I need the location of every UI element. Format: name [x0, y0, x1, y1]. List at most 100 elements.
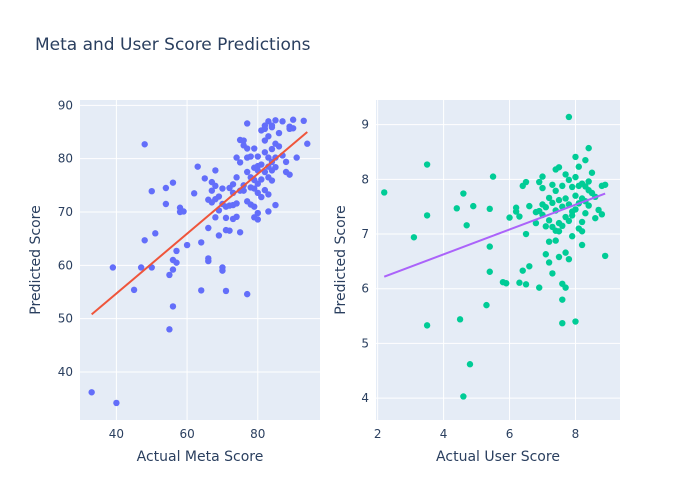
scatter-point-meta [198, 239, 205, 246]
scatter-point-meta [190, 190, 198, 197]
scatter-point-meta [226, 227, 233, 234]
y-tick-label: 4 [361, 391, 369, 405]
scatter-point-user [549, 270, 556, 277]
scatter-point-meta [268, 124, 276, 131]
scatter-point-user [522, 230, 530, 238]
scatter-point-meta [212, 214, 219, 221]
scatter-point-user [526, 202, 533, 210]
scatter-point-user [552, 187, 559, 195]
scatter-point-user [568, 233, 576, 240]
scatter-point-meta [265, 191, 272, 198]
scatter-point-meta [166, 271, 173, 279]
scatter-point-meta [233, 154, 240, 161]
scatter-point-meta [229, 181, 237, 188]
scatter-point-meta [233, 200, 240, 207]
scatter-point-meta [279, 118, 286, 125]
scatter-point-meta [272, 201, 279, 209]
scatter-point-user [549, 199, 556, 207]
scatter-point-meta [141, 237, 148, 244]
scatter-point-user [423, 212, 431, 219]
scatter-point-user [575, 163, 582, 170]
scatter-point-user [545, 238, 553, 245]
scatter-point-meta [272, 164, 279, 171]
regression-line-meta [91, 131, 308, 316]
scatter-point-user [542, 251, 550, 258]
scatter-point-user [572, 192, 579, 199]
scatter-point-meta [243, 168, 251, 176]
scatter-point-meta [272, 117, 279, 124]
x-tick-label: 60 [179, 427, 194, 441]
scatter-point-user [578, 228, 586, 235]
scatter-point-meta [166, 326, 173, 333]
scatter-point-meta [205, 196, 212, 203]
scatter-point-user [565, 176, 573, 184]
scatter-point-user [423, 322, 431, 329]
scatter-point-meta [205, 257, 212, 265]
scatter-point-user [545, 194, 553, 202]
scatter-point-meta [265, 154, 272, 161]
plot-area-meta [80, 100, 320, 420]
scatter-point-meta [243, 290, 251, 298]
x-tick-label: 6 [506, 427, 514, 441]
scatter-point-user [595, 206, 602, 214]
scatter-point-user [549, 181, 556, 188]
scatter-point-meta [222, 287, 230, 295]
scatter-point-meta [236, 229, 244, 236]
y-tick-label: 80 [58, 152, 73, 166]
scatter-point-meta [148, 188, 155, 195]
scatter-point-meta [205, 224, 212, 232]
scatter-point-user [463, 222, 470, 229]
scatter-point-meta [183, 241, 191, 249]
y-tick-label: 50 [58, 312, 73, 326]
scatter-point-user [572, 173, 579, 181]
ticks-user: 2 4 6 8 4 5 6 7 8 9 [361, 118, 579, 441]
scatter-point-user [545, 259, 553, 266]
scatter-point-meta [233, 174, 240, 181]
scatter-point-meta [289, 125, 297, 132]
scatter-point-meta [219, 267, 226, 274]
scatter-point-meta [275, 143, 283, 150]
fit-line-meta [91, 131, 308, 316]
scatter-point-meta [261, 125, 269, 132]
scatter-point-meta [268, 145, 276, 153]
gridlines-meta [80, 100, 320, 420]
points-user [381, 113, 609, 400]
scatter-point-meta [258, 193, 265, 201]
x-tick-label: 2 [374, 427, 382, 441]
scatter-point-user [532, 219, 540, 227]
scatter-point-user [559, 182, 566, 190]
scatter-point-meta [254, 216, 261, 223]
scatter-point-user [456, 316, 464, 323]
scatter-point-meta [109, 264, 117, 271]
scatter-point-user [585, 178, 592, 185]
y-axis-title-meta: Predicted Score [28, 205, 44, 314]
scatter-point-meta [215, 193, 223, 200]
scatter-point-user [592, 214, 599, 222]
scatter-point-meta [152, 230, 159, 237]
scatter-point-user [555, 164, 563, 171]
scatter-point-meta [286, 171, 293, 178]
scatter-point-user [453, 205, 460, 212]
scatter-point-user [562, 171, 569, 178]
fit-line-user [383, 192, 606, 278]
x-axis-title-meta: Actual Meta Score [137, 449, 264, 465]
scatter-point-meta [130, 286, 138, 294]
scatter-point-user [522, 178, 530, 186]
subplot-user: 2 4 6 8 4 5 6 7 8 9 Actual User Score Predicted S… [333, 100, 620, 465]
scatter-point-meta [282, 158, 290, 166]
scatter-point-user [601, 252, 609, 260]
scatter-point-user [503, 280, 510, 287]
scatter-point-meta [169, 179, 177, 186]
scatter-point-user [486, 205, 493, 213]
scatter-point-meta [137, 264, 145, 271]
scatter-point-meta [141, 141, 148, 148]
scatter-point-meta [254, 209, 261, 217]
scatter-point-meta [208, 187, 216, 194]
scatter-point-user [598, 211, 606, 218]
scatter-point-user [423, 161, 431, 168]
scatter-point-meta [304, 140, 311, 147]
scatter-point-user [572, 318, 579, 325]
scatter-point-user [489, 173, 497, 180]
scatter-point-meta [162, 200, 170, 208]
